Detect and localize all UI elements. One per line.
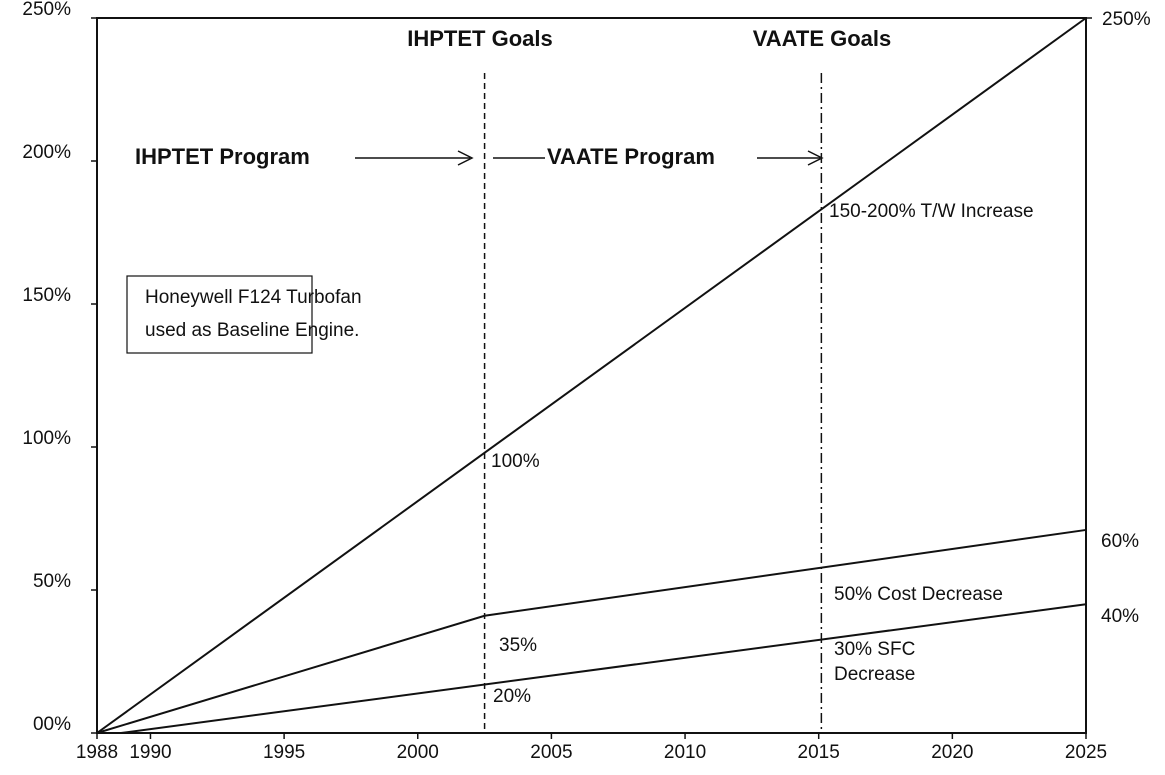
y-tick-label: 00% xyxy=(33,714,71,735)
x-tick-label: 1988 xyxy=(76,742,118,763)
x-tick-label: 2010 xyxy=(664,742,706,763)
note-line: Honeywell F124 Turbofan xyxy=(145,287,362,308)
annotation: 40% xyxy=(1101,606,1139,627)
series-line xyxy=(120,603,1087,734)
annotation: Decrease xyxy=(834,664,915,685)
annotation: VAATE Goals xyxy=(753,26,892,51)
x-tick-label: 1995 xyxy=(263,742,305,763)
y2-tick-label: 250% xyxy=(1102,9,1151,30)
x-tick-label: 2025 xyxy=(1065,742,1107,763)
annotation: 100% xyxy=(491,451,540,472)
y-tick-label: 250% xyxy=(22,0,71,20)
annotation: 150-200% T/W Increase xyxy=(829,201,1034,222)
x-tick-label: 2015 xyxy=(798,742,840,763)
x-tick-label: 2005 xyxy=(530,742,572,763)
series-line xyxy=(96,528,1087,734)
annotation: 60% xyxy=(1101,531,1139,552)
x-tick-label: 2020 xyxy=(931,742,973,763)
note-box xyxy=(126,275,313,354)
annotation: 20% xyxy=(493,686,531,707)
annotation: VAATE Program xyxy=(547,144,715,169)
note-line: used as Baseline Engine. xyxy=(145,320,359,341)
series-line xyxy=(96,17,1087,734)
x-tick-label: 1990 xyxy=(129,742,171,763)
plot-frame xyxy=(96,17,1087,734)
y-tick-label: 50% xyxy=(33,571,71,592)
x-tick-label: 2000 xyxy=(397,742,439,763)
annotation: 35% xyxy=(499,635,537,656)
annotation: IHPTET Program xyxy=(135,144,310,169)
y-tick-label: 150% xyxy=(22,285,71,306)
annotation: IHPTET Goals xyxy=(407,26,552,51)
annotation: 30% SFC xyxy=(834,639,915,660)
y-tick-label: 200% xyxy=(22,142,71,163)
y-tick-label: 100% xyxy=(22,428,71,449)
annotation: 50% Cost Decrease xyxy=(834,584,1003,605)
